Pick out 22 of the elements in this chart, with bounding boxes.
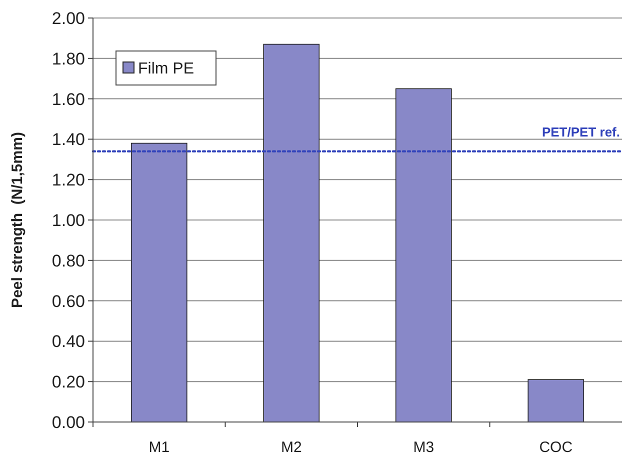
y-tick-label: 0.00 bbox=[52, 412, 85, 432]
bar bbox=[528, 379, 584, 422]
y-tick-label: 0.40 bbox=[52, 332, 85, 352]
x-tick-label: M1 bbox=[148, 439, 170, 456]
ref-line-label: PET/PET ref. bbox=[542, 124, 620, 140]
bar bbox=[263, 44, 320, 422]
y-tick-label: 1.00 bbox=[52, 210, 85, 230]
x-tick-label: M3 bbox=[413, 439, 434, 456]
y-tick-label: 0.80 bbox=[52, 251, 85, 270]
x-tick-label: M2 bbox=[280, 439, 302, 456]
y-tick-label: 1.60 bbox=[52, 90, 85, 109]
y-tick-label: 0.60 bbox=[52, 292, 85, 311]
bar bbox=[395, 88, 452, 422]
y-tick-label: 1.20 bbox=[52, 170, 85, 190]
legend-label: Film PE bbox=[138, 60, 194, 78]
y-tick-label: 1.40 bbox=[52, 130, 85, 150]
y-tick-label: 0.20 bbox=[52, 372, 85, 392]
bar bbox=[130, 142, 188, 422]
x-tick-label: COC bbox=[539, 439, 573, 456]
y-axis-title: Peel strength (N/1,5mm) bbox=[9, 132, 26, 308]
y-tick-label: 1.80 bbox=[52, 49, 85, 68]
y-tick-label: 2.00 bbox=[52, 8, 85, 28]
